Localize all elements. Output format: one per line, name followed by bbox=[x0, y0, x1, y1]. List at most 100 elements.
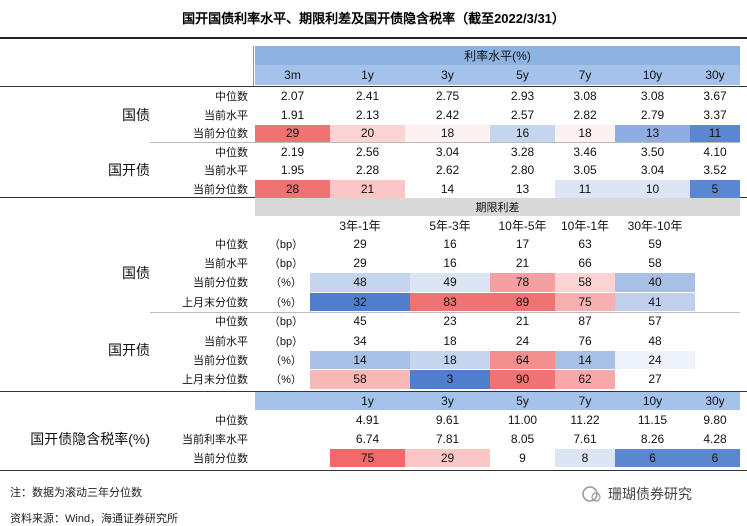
column-header: 10y bbox=[615, 65, 690, 85]
heat-cell: 9 bbox=[490, 448, 555, 467]
heat-cell: 11 bbox=[690, 124, 740, 142]
row-label: 当前利率水平 bbox=[182, 433, 248, 446]
column-header: 3年-1年 bbox=[339, 218, 381, 233]
value-cell: 17 bbox=[515, 236, 530, 251]
column-header: 10y bbox=[642, 394, 663, 408]
unit: （bp） bbox=[268, 316, 304, 329]
heat-cell: 62 bbox=[555, 370, 615, 389]
group-label: 国开债 bbox=[108, 342, 150, 359]
heat-cell: 13 bbox=[615, 124, 690, 142]
value-cell: 7.61 bbox=[573, 431, 597, 446]
value-cell: 18 bbox=[443, 333, 457, 348]
value-cell: 11.22 bbox=[570, 412, 600, 427]
heat-cell: 29 bbox=[405, 448, 490, 467]
heat-cell: 14 bbox=[555, 350, 615, 370]
value-cell: 4.10 bbox=[703, 144, 727, 159]
heat-cell: 90 bbox=[490, 370, 555, 389]
column-header: 5y bbox=[490, 65, 555, 85]
heat-cell: 6 bbox=[615, 448, 690, 467]
heat-cell: 8 bbox=[555, 448, 615, 467]
heat-cell: 3 bbox=[410, 370, 490, 389]
row-label: 中位数 bbox=[215, 238, 248, 251]
row-label: 上月末分位数 bbox=[182, 296, 248, 309]
value-cell: 16 bbox=[443, 256, 457, 271]
rule bbox=[150, 142, 740, 143]
heat-cell: 21 bbox=[330, 180, 405, 198]
value-cell: 2.56 bbox=[355, 144, 380, 159]
row-label: 中位数 bbox=[215, 316, 248, 329]
heat-cell: 75 bbox=[555, 292, 615, 312]
row-label: 当前分位数 bbox=[193, 128, 248, 141]
unit: （%） bbox=[270, 296, 302, 309]
heat-cell: 29 bbox=[255, 124, 330, 142]
value-cell: 2.28 bbox=[355, 163, 380, 178]
value-cell: 2.19 bbox=[280, 144, 305, 159]
value-cell: 4.91 bbox=[355, 412, 380, 427]
heat-cell: 75 bbox=[330, 448, 405, 467]
rule bbox=[0, 470, 747, 471]
section-header: 利率水平(%) bbox=[255, 46, 740, 65]
row-label: 当前分位数 bbox=[193, 183, 248, 196]
column-header: 7y bbox=[578, 394, 592, 408]
heat-cell: 83 bbox=[410, 292, 490, 312]
heat-cell: 40 bbox=[615, 273, 695, 292]
value-cell: 3.04 bbox=[640, 163, 665, 178]
row-label: 当前分位数 bbox=[193, 277, 248, 290]
heat-cell: 14 bbox=[310, 350, 410, 370]
column-header: 7y bbox=[555, 65, 615, 85]
value-cell: 34 bbox=[353, 333, 367, 348]
heat-cell: 58 bbox=[555, 273, 615, 292]
group-label: 国债 bbox=[122, 106, 150, 123]
value-cell: 1.95 bbox=[280, 163, 305, 178]
group-label: 国债 bbox=[122, 264, 150, 281]
heat-cell: 49 bbox=[410, 273, 490, 292]
unit: （bp） bbox=[268, 238, 304, 251]
value-cell: 9.80 bbox=[703, 412, 727, 427]
heat-cell: 27 bbox=[615, 370, 695, 389]
value-cell: 3.50 bbox=[640, 144, 665, 159]
column-header: 1y bbox=[361, 394, 374, 408]
value-cell: 2.79 bbox=[640, 107, 665, 122]
value-cell: 58 bbox=[648, 256, 662, 271]
value-cell: 2.80 bbox=[510, 163, 535, 178]
value-cell: 29 bbox=[353, 236, 367, 251]
value-cell: 48 bbox=[648, 333, 662, 348]
heat-cell: 5 bbox=[690, 180, 740, 198]
heat-cell: 58 bbox=[310, 370, 410, 389]
row-label: 当前水平 bbox=[204, 109, 248, 122]
watermark-icon bbox=[582, 486, 601, 502]
value-cell: 29 bbox=[353, 256, 367, 271]
rule bbox=[150, 312, 740, 313]
column-header: 30年-10年 bbox=[627, 218, 683, 233]
heat-cell: 24 bbox=[615, 350, 695, 370]
column-header: 10年-5年 bbox=[498, 218, 547, 233]
value-cell: 3.28 bbox=[510, 144, 535, 159]
value-cell: 8.26 bbox=[640, 431, 665, 446]
value-cell: 2.42 bbox=[435, 107, 460, 122]
value-cell: 2.75 bbox=[435, 89, 460, 104]
value-cell: 2.93 bbox=[510, 89, 535, 104]
value-cell: 3.37 bbox=[703, 107, 727, 122]
heat-cell: 64 bbox=[490, 350, 555, 370]
value-cell: 3.05 bbox=[573, 163, 597, 178]
unit: （%） bbox=[270, 374, 302, 387]
column-header: 30y bbox=[690, 65, 740, 85]
value-cell: 23 bbox=[443, 314, 457, 329]
value-cell: 59 bbox=[648, 236, 662, 251]
heat-cell: 48 bbox=[310, 273, 410, 292]
group-label: 国开债 bbox=[108, 162, 150, 179]
value-cell: 2.41 bbox=[355, 89, 380, 104]
title: 国开国债利率水平、期限利差及国开债隐含税率（截至2022/3/31） bbox=[182, 11, 565, 26]
row-label: 当前水平 bbox=[204, 335, 248, 348]
heat-cell: 14 bbox=[405, 180, 490, 198]
value-cell: 3.46 bbox=[573, 144, 597, 159]
column-header: 3y bbox=[441, 394, 454, 408]
rule bbox=[0, 86, 747, 87]
value-cell: 9.61 bbox=[435, 412, 460, 427]
group-label: 国开债隐含税率(%) bbox=[30, 430, 150, 447]
heat-cell: 13 bbox=[490, 180, 555, 198]
value-cell: 76 bbox=[578, 333, 592, 348]
heat-cell: 89 bbox=[490, 292, 555, 312]
value-cell: 21 bbox=[515, 314, 530, 329]
